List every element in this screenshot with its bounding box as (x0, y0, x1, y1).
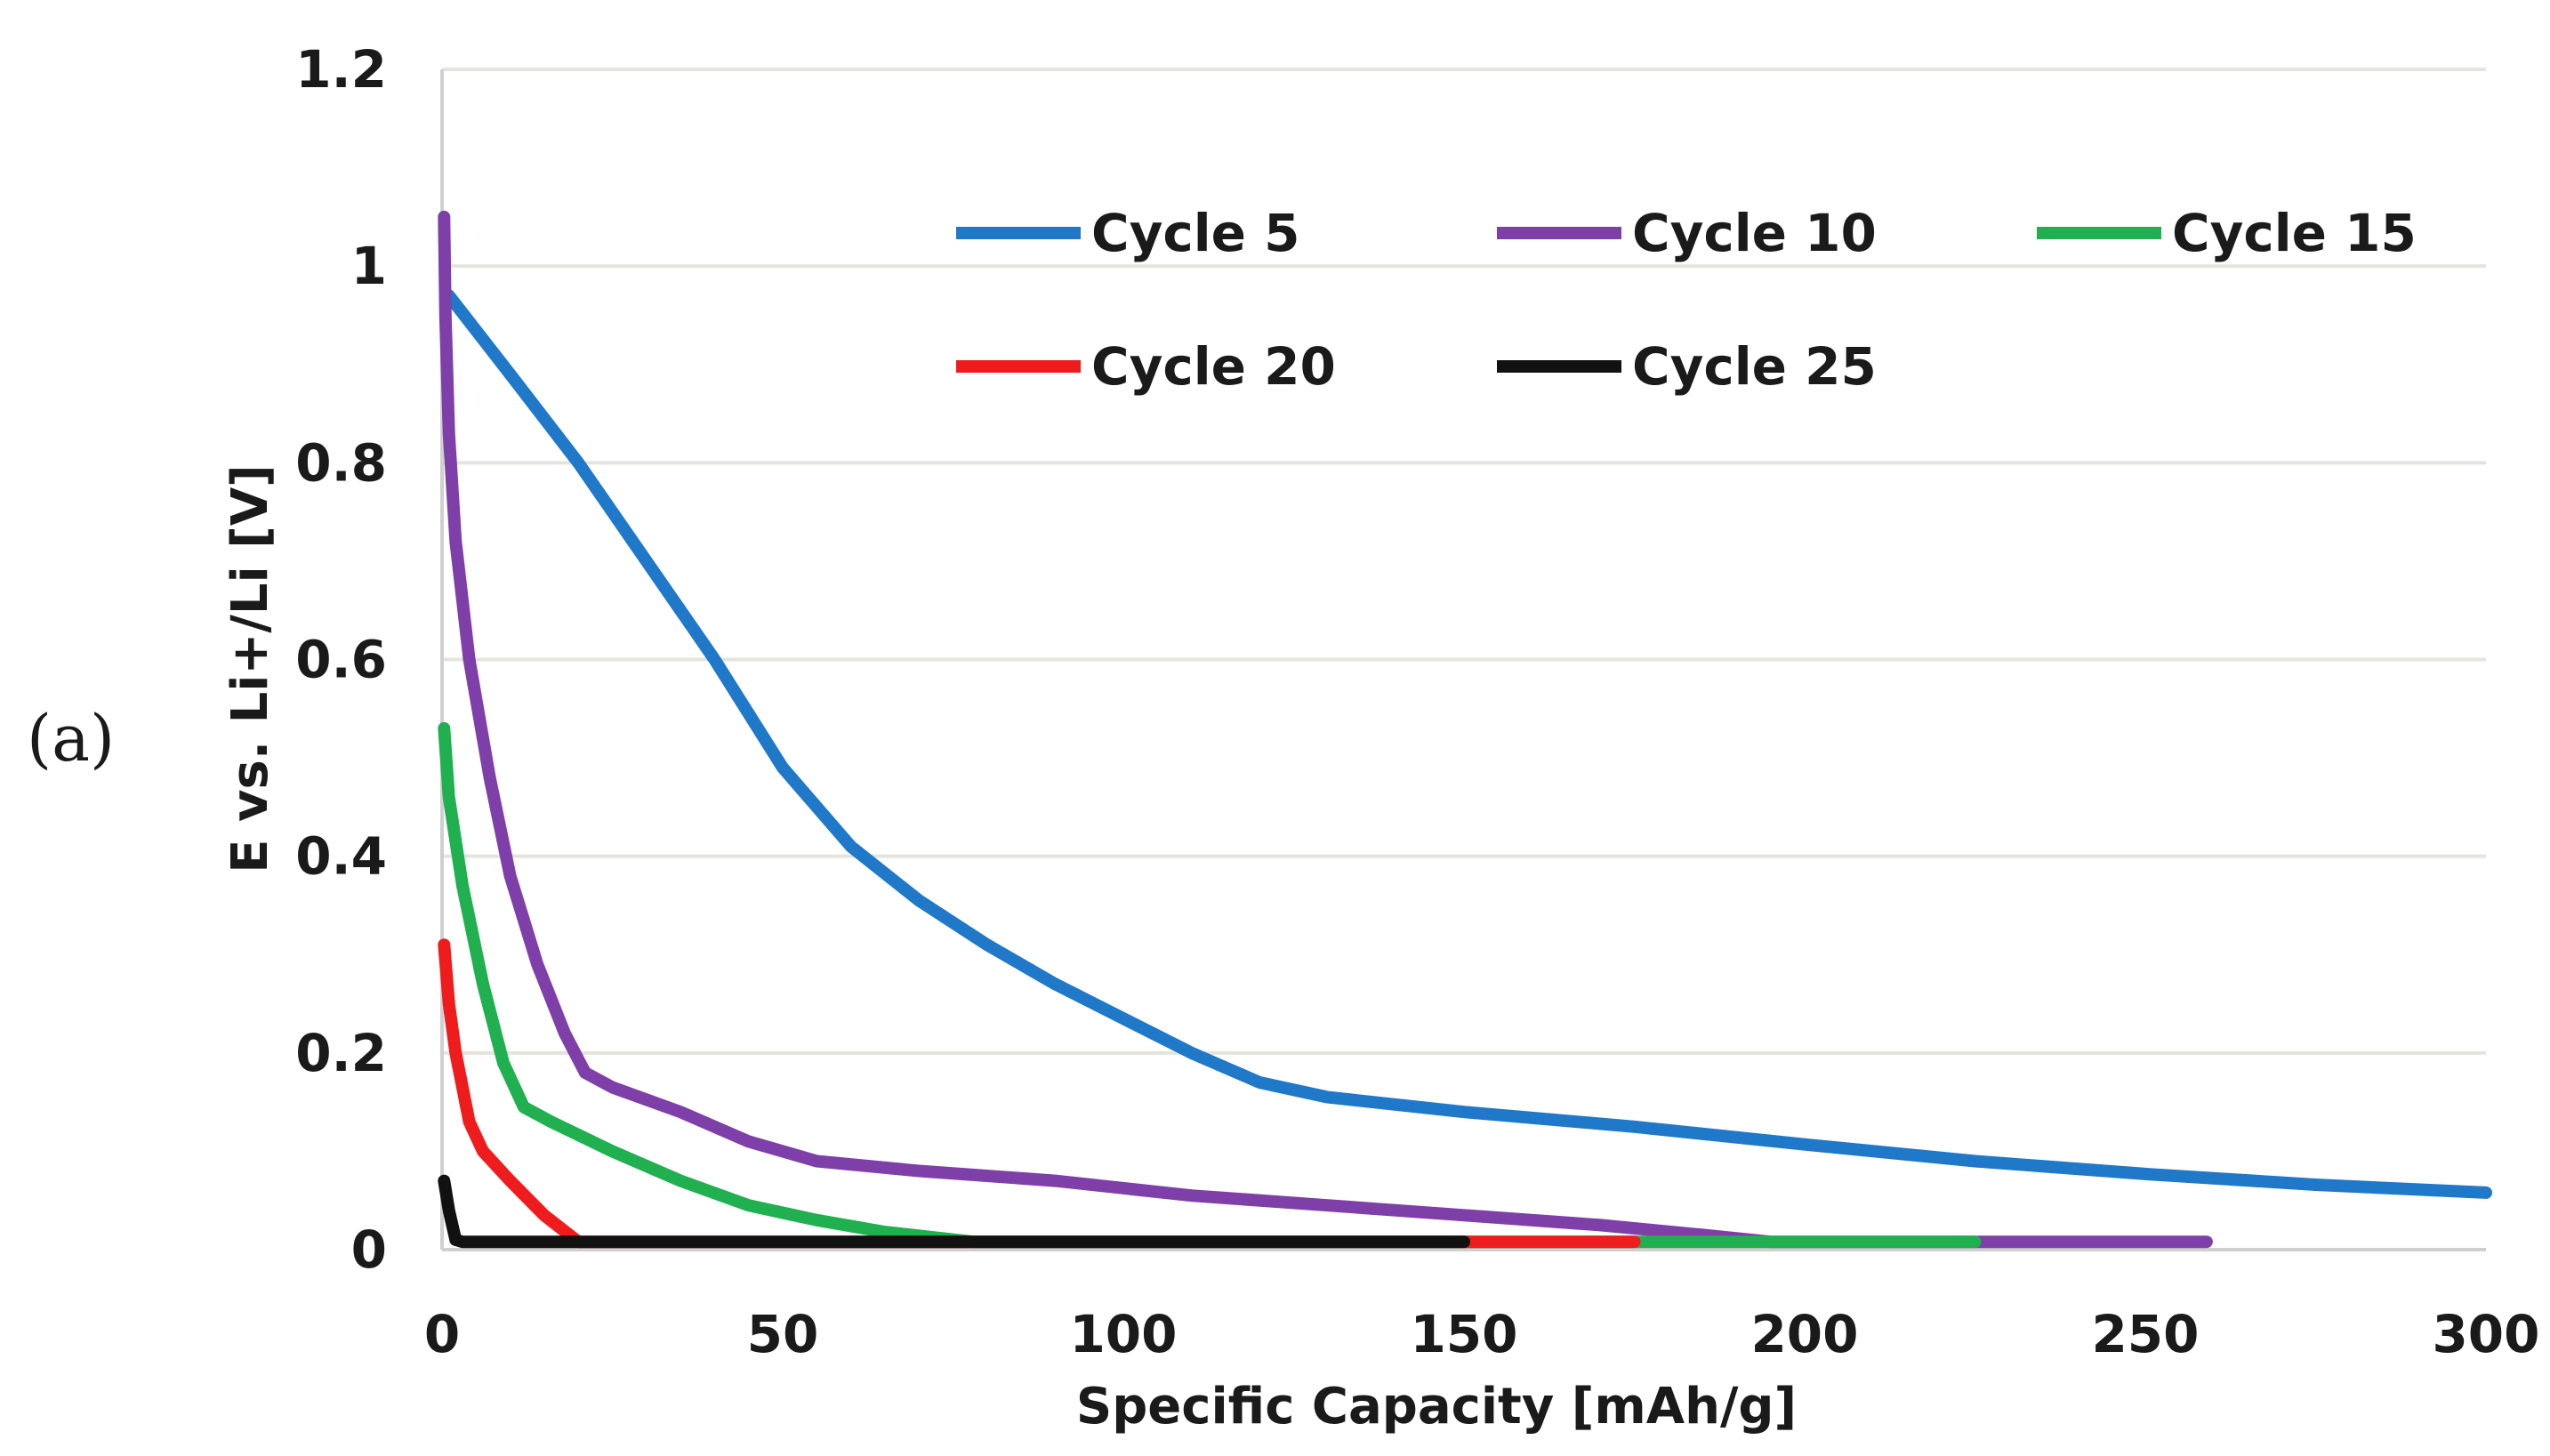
y-tick-label: 0 (351, 1219, 387, 1280)
x-tick-label: 300 (2432, 1304, 2539, 1364)
y-tick-label: 1.2 (295, 39, 387, 100)
series-line-cycle-5 (442, 289, 2492, 1199)
x-tick-labels: 0 50 100 150 200 250 300 (424, 1304, 2540, 1364)
legend-label-cycle-5: Cycle 5 (1091, 203, 1300, 263)
y-tick-label: 0.8 (295, 432, 387, 493)
legend-label-cycle-20: Cycle 20 (1091, 336, 1336, 397)
x-tick-label: 150 (1410, 1304, 1517, 1364)
y-tick-label: 1 (351, 236, 387, 296)
y-tick-labels: 0 0.2 0.4 0.6 0.8 1 1.2 (295, 39, 387, 1280)
y-tick-label: 0.6 (295, 630, 387, 690)
x-tick-label: 250 (2091, 1304, 2199, 1364)
y-tick-label: 0.2 (295, 1023, 387, 1083)
legend: Cycle 5 Cycle 10 Cycle 15 Cycle 20 Cycle 25 (956, 203, 2417, 397)
series-line-cycle-15 (438, 721, 1982, 1249)
x-tick-label: 100 (1069, 1304, 1177, 1364)
x-tick-label: 200 (1750, 1304, 1858, 1364)
y-axis-title: E vs. Li+/Li [V] (221, 464, 279, 873)
legend-label-cycle-10: Cycle 10 (1632, 203, 1877, 263)
y-tick-label: 0.4 (295, 826, 387, 887)
x-axis-title: Specific Capacity [mAh/g] (1076, 1378, 1797, 1436)
series-line-cycle-10 (438, 210, 2213, 1249)
x-tick-label: 50 (747, 1304, 819, 1364)
panel-label: (a) (27, 701, 115, 776)
legend-label-cycle-25: Cycle 25 (1632, 336, 1877, 397)
series-lines (438, 210, 2492, 1249)
series-line-cycle-25 (438, 1174, 1470, 1249)
legend-label-cycle-15: Cycle 15 (2172, 203, 2417, 263)
x-tick-label: 0 (424, 1304, 460, 1364)
